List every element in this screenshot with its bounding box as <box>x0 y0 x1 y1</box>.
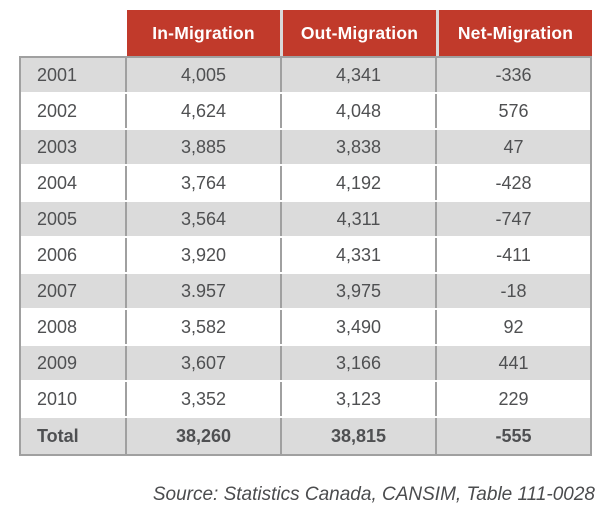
out-migration-cell: 4,331 <box>282 238 437 272</box>
table-row: 2003 3,885 3,838 47 <box>21 130 590 166</box>
table-body: 2001 4,005 4,341 -336 2002 4,624 4,048 576 2003 3… <box>19 56 592 456</box>
table-row: 2001 4,005 4,341 -336 <box>21 58 590 94</box>
in-migration-cell: 4,005 <box>127 58 282 92</box>
row-label-cell: 2008 <box>21 310 127 344</box>
table-header-row: In-Migration Out-Migration Net-Migration <box>19 10 592 56</box>
net-migration-cell: -428 <box>495 172 532 193</box>
table-row: 2002 4,624 4,048 576 <box>21 94 590 130</box>
table-row: 2004 3,764 4,192 -428 <box>21 166 590 202</box>
row-label-cell: 2010 <box>21 382 127 416</box>
in-migration-cell: 4,624 <box>127 94 282 128</box>
out-migration-cell: 3,838 <box>282 130 437 164</box>
net-migration-cell: 47 <box>503 136 524 157</box>
row-label-cell: Total <box>21 418 127 454</box>
in-migration-cell: 3,352 <box>127 382 282 416</box>
in-migration-cell: 3,582 <box>127 310 282 344</box>
table-row: 2007 3.957 3,975 -18 <box>21 274 590 310</box>
migration-table: In-Migration Out-Migration Net-Migration… <box>19 10 592 456</box>
out-migration-cell: 3,123 <box>282 382 437 416</box>
row-label-cell: 2002 <box>21 94 127 128</box>
out-migration-cell: 3,975 <box>282 274 437 308</box>
table-row: 2005 3,564 4,311 -747 <box>21 202 590 238</box>
net-migration-cell: -411 <box>496 244 531 265</box>
row-label-cell: 2005 <box>21 202 127 236</box>
column-header-out-migration: Out-Migration <box>280 10 436 56</box>
in-migration-cell: 3.957 <box>127 274 282 308</box>
column-header-net-migration: Net-Migration <box>436 10 592 56</box>
in-migration-cell: 38,260 <box>127 418 282 454</box>
out-migration-cell: 4,341 <box>282 58 437 92</box>
table-row: 2006 3,920 4,331 -411 <box>21 238 590 274</box>
row-label-cell: 2003 <box>21 130 127 164</box>
out-migration-cell: 3,166 <box>282 346 437 380</box>
in-migration-cell: 3,920 <box>127 238 282 272</box>
row-label-cell: 2007 <box>21 274 127 308</box>
table-row: 2008 3,582 3,490 92 <box>21 310 590 346</box>
in-migration-cell: 3,764 <box>127 166 282 200</box>
out-migration-cell: 38,815 <box>282 418 437 454</box>
table-row: 2010 3,352 3,123 229 <box>21 382 590 418</box>
out-migration-cell: 4,311 <box>282 202 437 236</box>
out-migration-cell: 4,048 <box>282 94 437 128</box>
net-migration-cell: -555 <box>495 425 532 446</box>
net-migration-cell: 576 <box>498 100 529 121</box>
row-label-cell: 2004 <box>21 166 127 200</box>
source-citation: Source: Statistics Canada, CANSIM, Table… <box>152 484 595 505</box>
row-label-cell: 2001 <box>21 58 127 92</box>
table-row: 2009 3,607 3,166 441 <box>21 346 590 382</box>
header-spacer-cell <box>19 10 127 56</box>
net-migration-cell: -336 <box>495 64 532 85</box>
in-migration-cell: 3,607 <box>127 346 282 380</box>
row-label-cell: 2009 <box>21 346 127 380</box>
row-label-cell: 2006 <box>21 238 127 272</box>
out-migration-cell: 4,192 <box>282 166 437 200</box>
net-migration-cell: 229 <box>498 388 529 409</box>
net-migration-cell: 441 <box>498 352 529 373</box>
table-total-row: Total 38,260 38,815 -555 <box>21 418 590 454</box>
in-migration-cell: 3,564 <box>127 202 282 236</box>
column-header-in-migration: In-Migration <box>127 10 280 56</box>
net-migration-cell: -18 <box>500 280 527 301</box>
net-migration-cell: 92 <box>503 316 524 337</box>
net-migration-cell: -747 <box>495 208 532 229</box>
out-migration-cell: 3,490 <box>282 310 437 344</box>
in-migration-cell: 3,885 <box>127 130 282 164</box>
